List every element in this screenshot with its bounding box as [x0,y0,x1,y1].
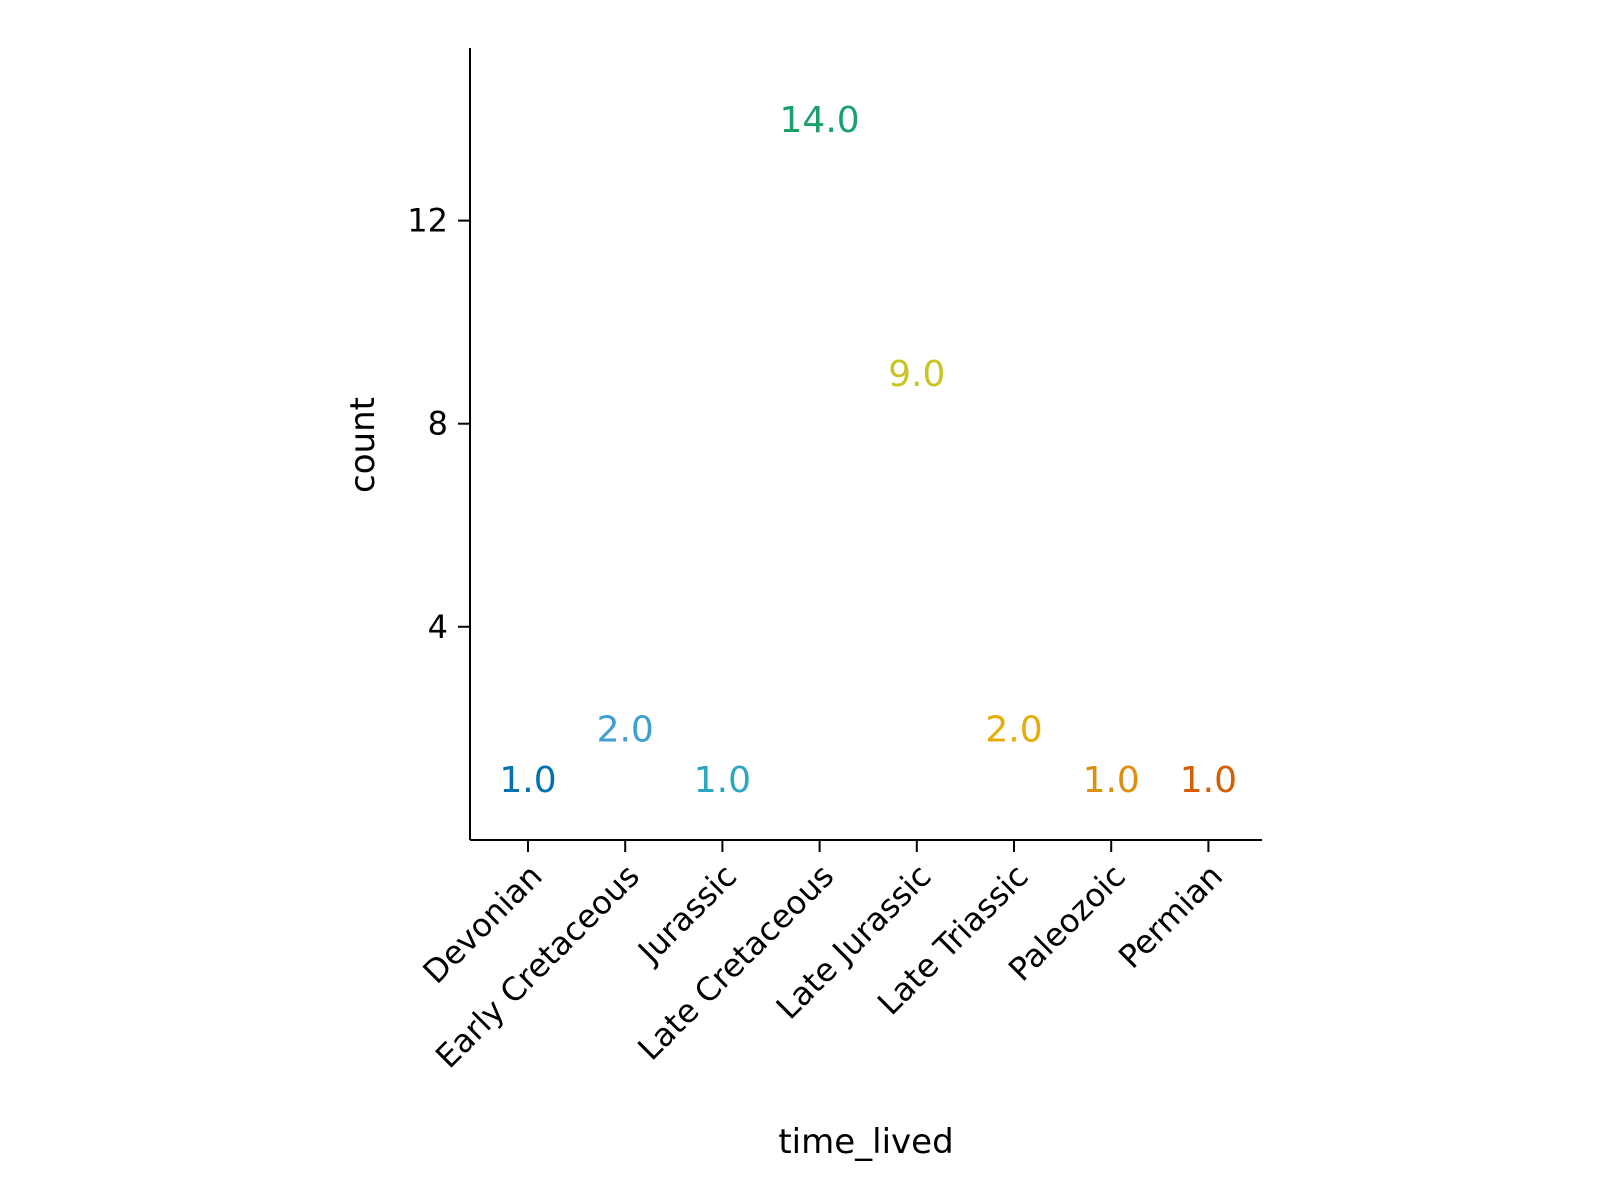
data-label: 1.0 [694,760,751,801]
y-ticks: 4 8 12 [407,202,470,646]
data-labels: 1.0 2.0 1.0 14.0 9.0 2.0 1.0 1.0 [499,100,1237,801]
y-axis-title: count [343,397,383,493]
data-label: 14.0 [780,100,860,141]
data-label: 9.0 [888,354,945,395]
x-tick-label: Permian [1111,857,1230,976]
data-label: 2.0 [985,709,1042,750]
data-label: 2.0 [597,709,654,750]
x-axis-title: time_lived [778,1122,953,1162]
data-label: 1.0 [1083,760,1140,801]
y-tick-label: 12 [407,202,448,240]
y-tick-label: 8 [428,405,448,443]
y-tick-label: 4 [428,608,448,646]
data-label: 1.0 [1180,760,1237,801]
axes [469,48,1262,841]
data-label: 1.0 [499,760,556,801]
